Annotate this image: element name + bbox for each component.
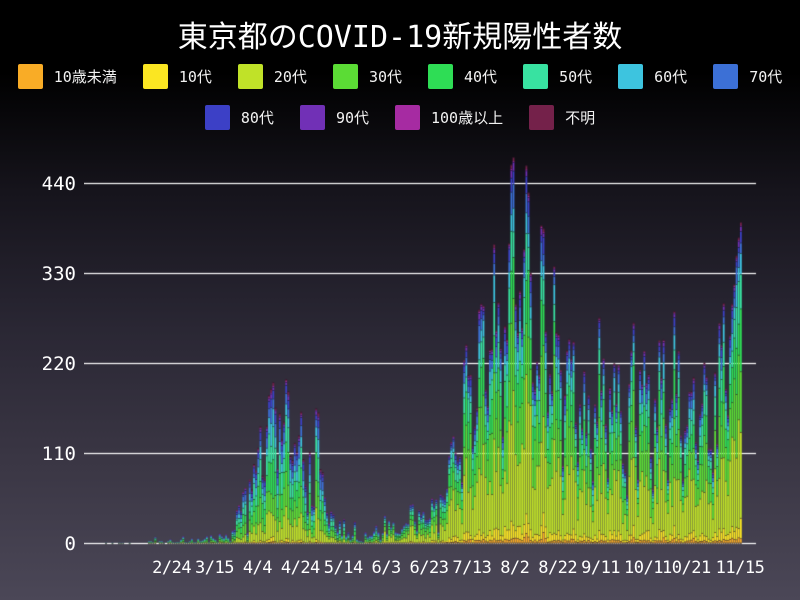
legend-item: 70代	[713, 64, 782, 89]
legend-swatch-icon	[428, 64, 453, 89]
legend-swatch-icon	[332, 64, 358, 89]
legend-item: 80代	[204, 105, 274, 130]
legend-swatch-icon	[713, 64, 739, 89]
x-tick-label: 6/3	[371, 558, 402, 578]
legend-label: 90代	[335, 109, 369, 127]
x-tick-label: 2/24	[152, 558, 192, 578]
legend-label: 40代	[464, 68, 498, 86]
x-tick-label: 8/2	[500, 558, 530, 578]
legend-row-2: 80代 90代 100歳以上 不明	[0, 105, 800, 130]
x-tick-label: 11/15	[715, 558, 765, 578]
y-tick-label: 0	[64, 532, 76, 555]
legend-swatch-icon	[237, 64, 263, 89]
legend-item: 30代	[332, 64, 402, 89]
y-tick-label: 330	[41, 262, 76, 285]
x-tick-label: 4/4	[242, 558, 273, 578]
legend-item: 不明	[529, 105, 595, 130]
legend-item: 40代	[428, 64, 497, 89]
legend-item: 10歳未満	[17, 64, 117, 89]
legend-label: 不明	[565, 109, 596, 127]
x-tick-label: 6/23	[409, 558, 449, 578]
x-tick-label: 3/15	[195, 558, 234, 578]
legend-label: 60代	[654, 68, 688, 86]
legend-swatch-icon	[299, 105, 325, 130]
legend-item: 90代	[299, 105, 369, 130]
x-tick-label: 4/24	[280, 558, 320, 578]
legend-swatch-icon	[142, 64, 168, 89]
legend-label: 80代	[240, 109, 274, 127]
x-tick-label: 8/22	[538, 558, 578, 578]
stacked-bar-plot	[84, 140, 760, 552]
y-tick-label: 440	[41, 172, 76, 195]
legend-item: 100歳以上	[395, 105, 503, 130]
legend-item: 10代	[142, 64, 212, 89]
x-tick-label: 10/21	[662, 558, 711, 578]
legend-label: 20代	[273, 68, 307, 86]
legend-item: 20代	[237, 64, 307, 89]
legend-label: 30代	[368, 68, 402, 86]
x-tick-label: 9/11	[581, 558, 621, 578]
legend-label: 10歳未満	[53, 68, 117, 86]
legend-label: 100歳以上	[431, 109, 504, 127]
legend-item: 60代	[618, 64, 687, 89]
x-tick-label: 7/13	[452, 558, 492, 578]
y-tick-label: 220	[41, 352, 76, 375]
legend-swatch-icon	[395, 105, 420, 130]
legend-swatch-icon	[523, 64, 549, 89]
legend-label: 10代	[178, 68, 212, 86]
legend-swatch-icon	[17, 64, 43, 89]
legend-row-1: 10歳未満 10代 20代 30代 40代 50代 60代 70代	[0, 64, 800, 89]
x-tick-label: 10/1	[624, 558, 663, 578]
legend-label: 70代	[749, 68, 783, 86]
y-tick-label: 110	[41, 442, 76, 465]
legend-label: 50代	[559, 68, 593, 86]
chart-title: 東京都のCOVID-19新規陽性者数	[177, 20, 623, 55]
legend-swatch-icon	[204, 105, 230, 130]
legend-item: 50代	[523, 64, 592, 89]
legend-swatch-icon	[618, 64, 644, 89]
x-tick-label: 5/14	[323, 558, 363, 578]
legend-swatch-icon	[529, 105, 555, 130]
